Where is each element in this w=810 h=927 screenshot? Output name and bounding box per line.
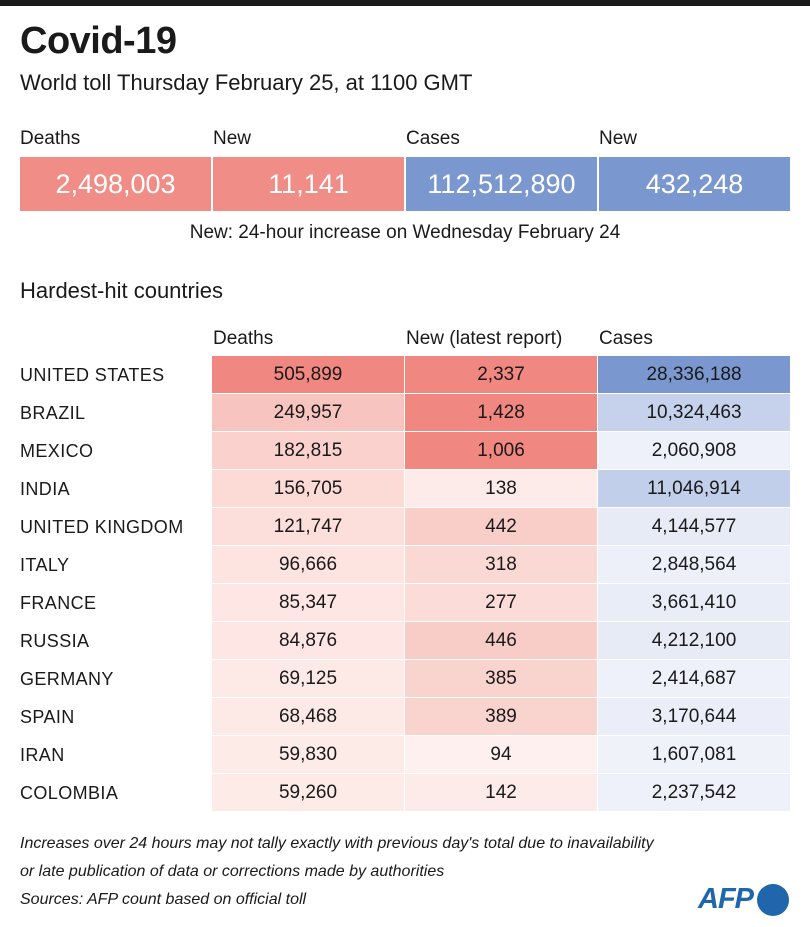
country-name: SPAIN [20, 707, 75, 727]
cell-cases: 4,212,100 [598, 622, 790, 660]
cell-new: 1,428 [405, 394, 597, 432]
cell-deaths: 505,899 [212, 356, 404, 394]
table-row: BRAZIL 249,957 1,428 10,324,463 [0, 394, 810, 432]
table-row: COLOMBIA 59,260 142 2,237,542 [0, 774, 810, 812]
cell-deaths: 96,666 [212, 546, 404, 584]
cell-cases: 28,336,188 [598, 356, 790, 394]
cell-deaths: 69,125 [212, 660, 404, 698]
summary-cases-value: 112,512,890 [406, 157, 597, 211]
cell-cases: 10,324,463 [598, 394, 790, 432]
cell-cases: 3,661,410 [598, 584, 790, 622]
summary-note: New: 24-hour increase on Wednesday Febru… [189, 222, 621, 243]
summary-label-new-deaths: New [213, 128, 252, 149]
table-row: FRANCE 85,347 277 3,661,410 [0, 584, 810, 622]
cell-deaths: 68,468 [212, 698, 404, 736]
cell-cases: 2,060,908 [598, 432, 790, 470]
country-name: MEXICO [20, 441, 94, 461]
country-name: FRANCE [20, 593, 97, 613]
country-name: GERMANY [20, 669, 114, 689]
cell-deaths: 84,876 [212, 622, 404, 660]
cell-new: 442 [405, 508, 597, 546]
table-row: UNITED KINGDOM 121,747 442 4,144,577 [0, 508, 810, 546]
cell-cases: 3,170,644 [598, 698, 790, 736]
footnote-sources: Sources: AFP count based on official tol… [20, 891, 307, 908]
table-row: UNITED STATES 505,899 2,337 28,336,188 [0, 356, 810, 394]
summary-deaths-value: 2,498,003 [20, 157, 211, 211]
cell-cases: 4,144,577 [598, 508, 790, 546]
table-row: INDIA 156,705 138 11,046,914 [0, 470, 810, 508]
country-name: ITALY [20, 555, 70, 575]
column-header-deaths: Deaths [213, 328, 274, 349]
cell-new: 446 [405, 622, 597, 660]
cell-deaths: 85,347 [212, 584, 404, 622]
cell-deaths: 249,957 [212, 394, 404, 432]
cell-deaths: 121,747 [212, 508, 404, 546]
cell-new: 389 [405, 698, 597, 736]
table-row: GERMANY 69,125 385 2,414,687 [0, 660, 810, 698]
cell-deaths: 156,705 [212, 470, 404, 508]
country-name: BRAZIL [20, 403, 86, 423]
cell-new: 385 [405, 660, 597, 698]
country-name: COLOMBIA [20, 783, 119, 803]
footnote-line-1: Increases over 24 hours may not tally ex… [20, 835, 654, 852]
summary-new-cases-value: 432,248 [599, 157, 790, 211]
table-row: RUSSIA 84,876 446 4,212,100 [0, 622, 810, 660]
cell-deaths: 59,260 [212, 774, 404, 812]
footnote-line-2: or late publication of data or correctio… [20, 863, 445, 880]
cell-cases: 2,414,687 [598, 660, 790, 698]
page-subtitle: World toll Thursday February 25, at 1100… [20, 70, 473, 95]
country-name: RUSSIA [20, 631, 90, 651]
cell-cases: 11,046,914 [598, 470, 790, 508]
cell-new: 94 [405, 736, 597, 774]
cell-new: 142 [405, 774, 597, 812]
cell-cases: 2,237,542 [598, 774, 790, 812]
table-row: MEXICO 182,815 1,006 2,060,908 [0, 432, 810, 470]
cell-new: 1,006 [405, 432, 597, 470]
summary-label-deaths: Deaths [20, 128, 81, 149]
section-title: Hardest-hit countries [20, 278, 223, 303]
table-row: SPAIN 68,468 389 3,170,644 [0, 698, 810, 736]
table-row: IRAN 59,830 94 1,607,081 [0, 736, 810, 774]
cell-new: 318 [405, 546, 597, 584]
afp-logo-text: AFP [698, 883, 754, 915]
cell-deaths: 182,815 [212, 432, 404, 470]
country-name: INDIA [20, 479, 71, 499]
cell-deaths: 59,830 [212, 736, 404, 774]
summary-new-deaths-value: 11,141 [213, 157, 404, 211]
country-name: UNITED KINGDOM [20, 517, 184, 537]
page-title: Covid-19 [20, 20, 177, 62]
cell-new: 2,337 [405, 356, 597, 394]
column-header-cases: Cases [599, 328, 653, 349]
cell-new: 277 [405, 584, 597, 622]
country-name: IRAN [20, 745, 65, 765]
cell-new: 138 [405, 470, 597, 508]
cell-cases: 1,607,081 [598, 736, 790, 774]
cell-cases: 2,848,564 [598, 546, 790, 584]
top-rule [0, 0, 810, 6]
summary-label-cases: Cases [406, 128, 460, 149]
table-row: ITALY 96,666 318 2,848,564 [0, 546, 810, 584]
column-header-new: New (latest report) [406, 328, 563, 349]
afp-globe-icon [757, 884, 789, 916]
country-name: UNITED STATES [20, 365, 165, 385]
summary-label-new-cases: New [599, 128, 638, 149]
